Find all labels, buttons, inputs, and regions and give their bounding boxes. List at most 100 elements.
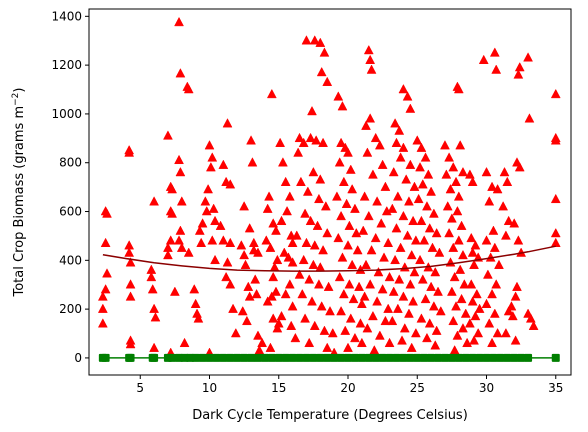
- series-0: [97, 16, 561, 357]
- data-point: [444, 227, 455, 238]
- data-point: [207, 152, 218, 162]
- data-point: [435, 306, 446, 316]
- data-point: [387, 315, 398, 326]
- data-point: [550, 88, 561, 99]
- data-point: [517, 353, 526, 362]
- data-point: [498, 201, 509, 211]
- data-point: [244, 223, 255, 233]
- data-point: [397, 335, 407, 345]
- data-point: [453, 191, 464, 201]
- data-point: [410, 235, 421, 245]
- data-point: [343, 147, 353, 157]
- data-point: [167, 184, 178, 194]
- data-point: [175, 166, 186, 177]
- data-point: [370, 232, 381, 243]
- data-point: [456, 220, 467, 230]
- data-point: [165, 235, 176, 245]
- y-tick-label: 1200: [51, 58, 82, 72]
- data-point: [380, 181, 391, 191]
- data-point: [174, 235, 184, 245]
- data-point: [333, 232, 344, 243]
- data-point: [287, 237, 298, 247]
- data-point: [318, 245, 328, 255]
- data-point: [372, 196, 383, 206]
- data-point: [146, 271, 157, 282]
- data-point: [422, 201, 432, 211]
- data-point: [291, 230, 302, 240]
- data-point: [282, 205, 292, 216]
- data-point: [179, 337, 190, 348]
- data-point: [210, 215, 220, 226]
- data-point: [507, 310, 518, 321]
- data-point: [384, 271, 395, 282]
- data-point: [512, 281, 522, 291]
- x-tick-label: 35: [548, 381, 563, 395]
- data-point: [241, 315, 252, 326]
- data-point: [312, 220, 323, 230]
- y-tick-label: 400: [59, 253, 82, 267]
- data-point: [500, 230, 511, 240]
- data-point: [454, 353, 463, 362]
- data-point: [174, 16, 184, 27]
- data-point: [205, 162, 216, 172]
- data-point: [444, 152, 455, 162]
- data-point: [466, 279, 477, 289]
- data-point: [97, 318, 108, 328]
- data-point: [308, 166, 319, 177]
- data-point: [364, 353, 373, 362]
- data-point: [440, 140, 450, 150]
- data-point: [344, 220, 355, 230]
- data-point: [319, 47, 330, 57]
- data-point: [266, 291, 277, 301]
- data-point: [455, 140, 466, 150]
- data-point: [446, 213, 457, 223]
- x-tick-label: 20: [340, 381, 355, 395]
- data-point: [307, 105, 317, 116]
- data-point: [304, 337, 315, 348]
- data-point: [415, 254, 425, 265]
- data-point: [461, 353, 470, 362]
- data-point: [368, 310, 378, 321]
- data-point: [431, 227, 442, 238]
- data-point: [97, 291, 108, 301]
- data-point: [462, 337, 473, 348]
- data-point: [399, 323, 410, 333]
- data-point: [523, 52, 533, 62]
- data-point: [212, 353, 221, 362]
- data-point: [302, 186, 313, 196]
- data-point: [473, 327, 484, 338]
- data-point: [424, 318, 435, 328]
- data-point: [491, 279, 502, 289]
- data-point: [395, 152, 406, 162]
- data-point: [336, 210, 346, 221]
- data-point: [492, 327, 503, 338]
- data-point: [365, 113, 376, 123]
- data-point: [337, 252, 348, 262]
- data-point: [225, 179, 236, 189]
- data-point: [207, 235, 218, 245]
- data-point: [401, 174, 412, 184]
- data-point: [551, 353, 560, 362]
- data-point: [97, 303, 108, 313]
- data-point: [264, 191, 274, 201]
- data-point: [456, 293, 467, 304]
- data-point: [344, 353, 353, 362]
- data-point: [405, 279, 416, 289]
- data-point: [394, 274, 405, 284]
- data-point: [266, 88, 277, 99]
- y-axis-label: Total Crop Biomass (grams m−2): [11, 88, 27, 298]
- data-point: [225, 237, 236, 247]
- data-point: [433, 286, 443, 296]
- data-point: [376, 218, 387, 228]
- data-point: [374, 140, 385, 150]
- y-tick-label: 600: [59, 205, 82, 219]
- data-point: [102, 268, 112, 278]
- data-point: [288, 353, 297, 362]
- data-point: [448, 315, 459, 326]
- data-point: [293, 147, 304, 157]
- y-tick-label: 0: [74, 351, 82, 365]
- data-point: [244, 291, 255, 301]
- data-point: [169, 286, 180, 296]
- data-point: [469, 259, 479, 269]
- data-point: [100, 237, 111, 247]
